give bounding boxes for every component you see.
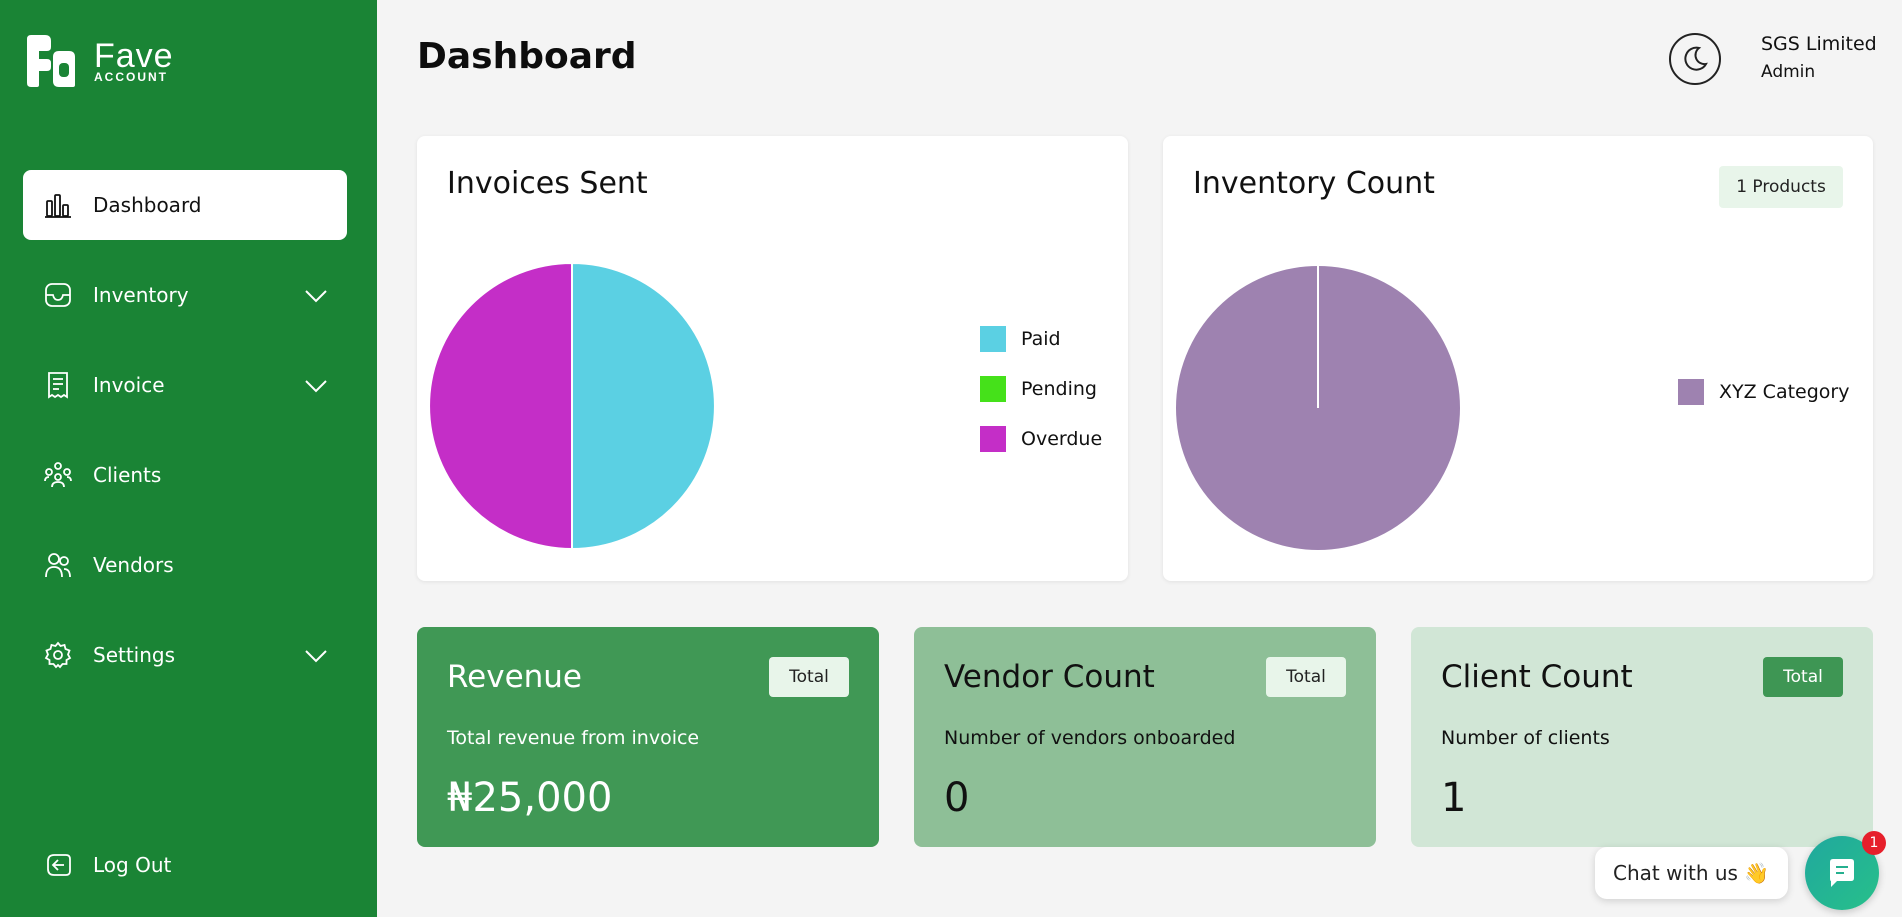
- card-title: Invoices Sent: [447, 166, 648, 201]
- clients-icon: [43, 460, 73, 490]
- vendor-count-card: Vendor Count Total Number of vendors onb…: [914, 627, 1376, 847]
- users-icon: [43, 550, 73, 580]
- chevron-down-icon[interactable]: [303, 283, 329, 309]
- card-description: Number of clients: [1441, 727, 1610, 749]
- card-description: Total revenue from invoice: [447, 727, 700, 749]
- gear-icon: [43, 640, 73, 670]
- revenue-value: ₦25,000: [447, 775, 613, 821]
- legend-item-overdue: Overdue: [980, 426, 1102, 452]
- legend-swatch: [980, 426, 1006, 452]
- sidebar-item-label: Inventory: [93, 283, 189, 307]
- inbox-icon: [43, 280, 73, 310]
- legend-label: Paid: [1021, 328, 1061, 350]
- invoices-sent-card: Invoices Sent Paid Pending Overdue: [417, 136, 1128, 581]
- sidebar-item-clients[interactable]: Clients: [23, 440, 347, 510]
- user-role: Admin: [1761, 62, 1816, 82]
- card-title: Vendor Count: [944, 659, 1155, 695]
- legend-item-xyz-category: XYZ Category: [1678, 379, 1849, 405]
- legend-swatch: [980, 376, 1006, 402]
- legend-swatch: [980, 326, 1006, 352]
- unread-count-badge: 1: [1862, 831, 1886, 855]
- legend-label: Overdue: [1021, 428, 1103, 450]
- legend-label: XYZ Category: [1719, 381, 1850, 403]
- sidebar-item-label: Dashboard: [93, 193, 202, 217]
- chevron-down-icon[interactable]: [303, 643, 329, 669]
- brand-logo[interactable]: Fave ACCOUNT: [23, 33, 174, 89]
- products-count-badge: 1 Products: [1719, 166, 1843, 208]
- sidebar-item-label: Invoice: [93, 373, 165, 397]
- logo-mark-icon: [27, 35, 75, 87]
- moon-icon: [1684, 46, 1708, 71]
- chat-bubble-icon: [1830, 859, 1854, 887]
- pie-slice-overdue[interactable]: [428, 261, 573, 551]
- receipt-icon: [43, 370, 73, 400]
- theme-toggle-button[interactable]: [1669, 33, 1721, 85]
- legend-item-pending: Pending: [980, 376, 1097, 402]
- sidebar-item-vendors[interactable]: Vendors: [23, 530, 347, 600]
- sidebar-item-settings[interactable]: Settings: [23, 620, 347, 690]
- sidebar-item-label: Clients: [93, 463, 162, 487]
- chevron-down-icon[interactable]: [303, 373, 329, 399]
- chat-prompt[interactable]: Chat with us 👋: [1595, 847, 1788, 899]
- sidebar-item-label: Vendors: [93, 553, 174, 577]
- inventory-count-card: Inventory Count 1 Products XYZ Category: [1163, 136, 1873, 581]
- sidebar-item-dashboard[interactable]: Dashboard: [23, 170, 347, 240]
- sidebar-item-inventory[interactable]: Inventory: [23, 260, 347, 330]
- sidebar: Fave ACCOUNT Dashboard Inventory Invoice…: [0, 0, 377, 917]
- pie-slice-paid[interactable]: [571, 261, 716, 551]
- total-badge: Total: [769, 657, 849, 697]
- legend-label: Pending: [1021, 378, 1097, 400]
- wave-emoji: 👋: [1743, 861, 1769, 885]
- legend-swatch: [1678, 379, 1704, 405]
- logout-label: Log Out: [93, 853, 172, 877]
- legend-item-paid: Paid: [980, 326, 1061, 352]
- card-title: Client Count: [1441, 659, 1633, 695]
- invoices-pie-chart: [428, 261, 716, 551]
- chat-label: Chat with us: [1613, 861, 1738, 885]
- card-description: Number of vendors onboarded: [944, 727, 1236, 749]
- inventory-pie-chart: [1174, 264, 1462, 552]
- logout-icon: [43, 850, 73, 880]
- client-count-value: 1: [1441, 775, 1467, 821]
- bar-chart-icon: [43, 190, 73, 220]
- user-name: SGS Limited: [1761, 33, 1877, 55]
- page-title: Dashboard: [417, 36, 637, 77]
- card-title: Inventory Count: [1193, 166, 1435, 201]
- revenue-card: Revenue Total Total revenue from invoice…: [417, 627, 879, 847]
- total-badge: Total: [1266, 657, 1346, 697]
- sidebar-item-label: Settings: [93, 643, 176, 667]
- logout-button[interactable]: Log Out: [23, 830, 347, 900]
- card-title: Revenue: [447, 659, 583, 695]
- sidebar-item-invoice[interactable]: Invoice: [23, 350, 347, 420]
- brand-name: Fave: [94, 37, 174, 75]
- vendor-count-value: 0: [944, 775, 970, 821]
- client-count-card: Client Count Total Number of clients 1: [1411, 627, 1873, 847]
- brand-subname: ACCOUNT: [94, 70, 168, 84]
- total-badge: Total: [1763, 657, 1843, 697]
